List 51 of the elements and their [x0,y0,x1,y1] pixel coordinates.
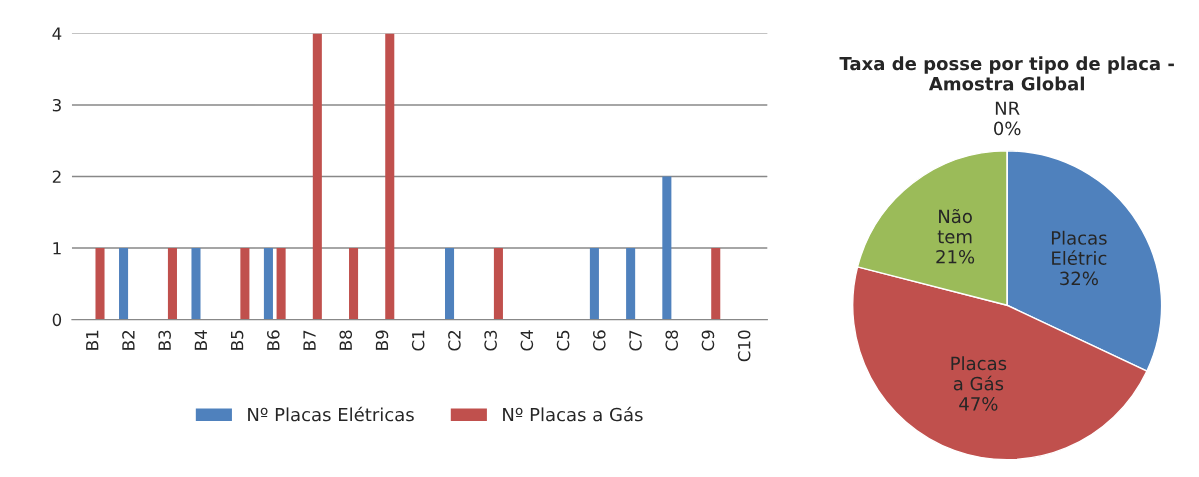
data-label: 32% [1060,271,1098,286]
x-tick-label: C9 [701,330,715,351]
x-tick-label: B5 [231,330,244,350]
bar [445,248,455,320]
y-tick-label: 1 [53,242,61,255]
x-tick-label: C3 [484,330,497,351]
y-tick-label: 2 [52,170,61,183]
x-tick-label: C5 [556,330,570,351]
x-tick-label: B3 [158,330,171,350]
bar [263,248,273,320]
x-tick-label: C6 [592,330,606,351]
x-tick-label: C4 [520,330,534,351]
text: 0% [994,121,1021,136]
bar [276,248,286,320]
bar [626,248,636,320]
x-tick-label: C10 [737,330,751,362]
bar [662,176,672,320]
slice-label: Placas a Gás [951,356,1007,391]
y-tick-label: 3 [52,98,61,112]
bar [95,248,105,320]
slice-label: Placas Elétric [1051,230,1107,265]
x-tick-label: C1 [411,330,425,351]
x-tick-label: B8 [339,330,353,350]
bar [119,248,129,320]
bar [312,33,322,320]
data-label: 21% [936,249,975,264]
x-tick-label: B2 [122,330,135,350]
y-tick-label: 0 [52,313,62,327]
x-tick-label: B6 [267,330,280,350]
legend-label: Nº Placas a Gás [503,406,643,422]
category-label: NR [995,101,1020,115]
x-tick-label: C7 [629,330,642,351]
bar [385,33,395,320]
x-tick-label: B4 [194,330,207,350]
bar [493,248,503,320]
bar [191,248,201,320]
legend-label: Nº Placas Elétricas [248,406,414,422]
x-tick-label: C2 [448,330,461,351]
x-tick-label: C8 [665,330,679,351]
bar [167,248,177,320]
bar [240,248,250,320]
x-tick-label: B1 [86,330,99,350]
x-tick-label: B7 [303,330,316,350]
bar [349,248,359,320]
bar [589,248,599,320]
bar [711,248,721,320]
x-tick-label: B9 [375,330,389,350]
data-label: 47% [959,397,998,411]
y-tick-label: 4 [52,27,62,40]
chart-title: Taxa de posse por tipo de placa - Amostra Global [839,56,1174,91]
slice-label: Não tem [937,208,972,244]
